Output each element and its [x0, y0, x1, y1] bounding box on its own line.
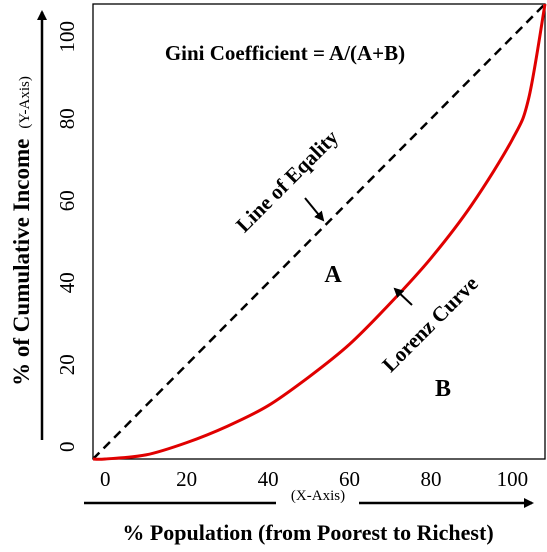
line-of-equality-label: Line of Eqality: [231, 125, 343, 237]
lorenz-curve-label: Lorenz Curve: [377, 271, 482, 376]
y-axis-note: (Y-Axis): [17, 76, 33, 129]
x-tick-label: 80: [420, 467, 441, 491]
y-tick-label: 60: [55, 190, 79, 211]
y-tick-label: 100: [55, 21, 79, 53]
x-axis-note: (X-Axis): [291, 488, 345, 504]
y-tick-label: 80: [55, 108, 79, 129]
y-tick-label: 20: [55, 354, 79, 375]
plot-frame: [92, 3, 546, 460]
gini-formula: Gini Coefficient = A/(A+B): [165, 41, 405, 65]
y-tick-label: 40: [55, 272, 79, 293]
x-axis-label: % Population (from Poorest to Richest): [122, 520, 493, 545]
lorenz-curve: [92, 3, 547, 461]
x-tick-labels: 0 20 40 60 80 100: [100, 467, 528, 491]
lorenz-pointer-arrow: [393, 287, 413, 306]
y-axis-title: % of Cumulative Income (Y-Axis): [9, 76, 34, 386]
line-of-equality: [92, 3, 546, 460]
y-axis-label: % of Cumulative Income: [9, 139, 34, 386]
x-tick-label: 100: [497, 467, 529, 491]
y-tick-labels: 0 20 40 60 80 100: [55, 21, 79, 452]
y-tick-label: 0: [55, 441, 79, 452]
series-layer: [92, 3, 547, 461]
region-label-b: B: [435, 376, 451, 402]
x-tick-label: 40: [258, 467, 279, 491]
equality-pointer-arrow: [304, 197, 325, 222]
x-tick-label: 20: [176, 467, 197, 491]
x-tick-label: 60: [339, 467, 360, 491]
region-label-a: A: [324, 262, 342, 288]
x-tick-label: 0: [100, 467, 111, 491]
